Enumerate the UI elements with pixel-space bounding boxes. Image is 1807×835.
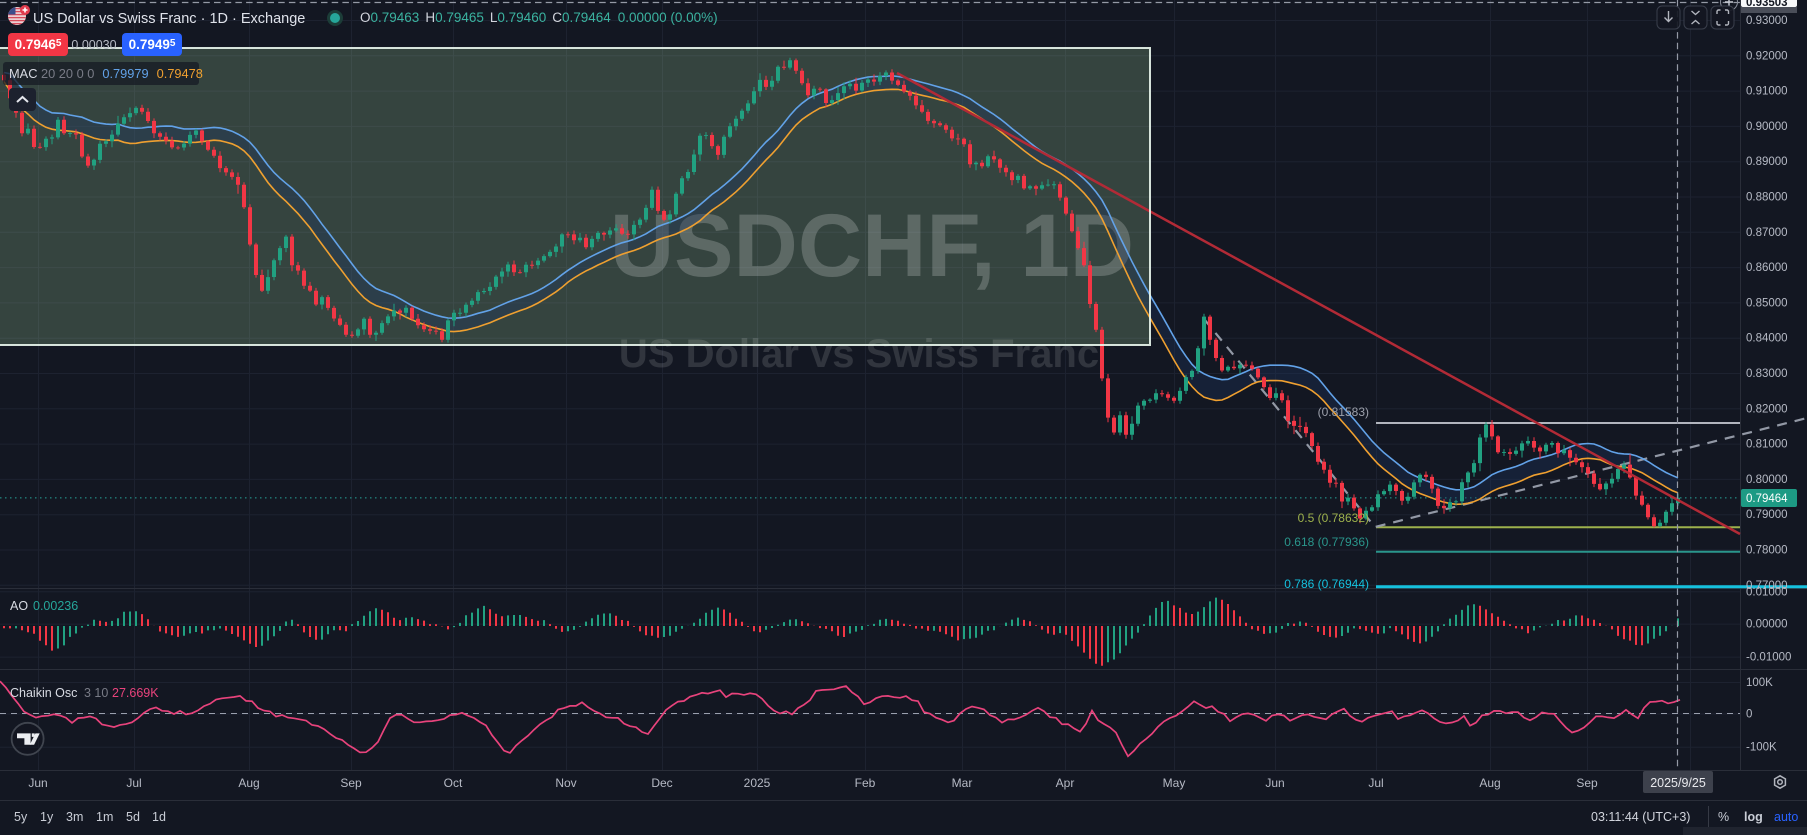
svg-text:0.00236: 0.00236	[33, 599, 78, 613]
svg-text:Oct: Oct	[444, 776, 463, 790]
svg-text:Nov: Nov	[555, 776, 576, 790]
svg-text:%: %	[1718, 810, 1729, 824]
svg-text:US Dollar vs Swiss Franc: US Dollar vs Swiss Franc	[619, 332, 1099, 376]
svg-text:0.01000: 0.01000	[1746, 586, 1788, 598]
svg-text:0: 0	[1746, 709, 1752, 721]
svg-text:Jul: Jul	[1368, 776, 1383, 790]
svg-text:0.79464: 0.79464	[1746, 493, 1788, 505]
svg-text:-100K: -100K	[1746, 742, 1777, 754]
svg-text:0.00000: 0.00000	[1746, 619, 1788, 631]
svg-text:0.91000: 0.91000	[1746, 86, 1788, 98]
svg-text:0.79495: 0.79495	[129, 37, 176, 52]
svg-text:0.79000: 0.79000	[1746, 509, 1788, 521]
svg-text:1d: 1d	[152, 810, 166, 824]
svg-text:Jun: Jun	[1265, 776, 1284, 790]
svg-text:0.81000: 0.81000	[1746, 439, 1788, 451]
svg-text:Apr: Apr	[1056, 776, 1075, 790]
svg-text:0.78000: 0.78000	[1746, 545, 1788, 557]
svg-text:0.85000: 0.85000	[1746, 297, 1788, 309]
svg-text:Sep: Sep	[1576, 776, 1598, 790]
svg-text:0.87000: 0.87000	[1746, 227, 1788, 239]
svg-text:Chaikin Osc: Chaikin Osc	[10, 686, 77, 700]
svg-text:0.88000: 0.88000	[1746, 192, 1788, 204]
svg-text:-0.01000: -0.01000	[1746, 652, 1791, 664]
svg-text:0.618 (0.77936): 0.618 (0.77936)	[1284, 535, 1369, 549]
svg-text:AO: AO	[10, 599, 28, 613]
svg-text:US Dollar vs Swiss Franc · 1D: US Dollar vs Swiss Franc · 1D · Exchange	[33, 11, 305, 27]
svg-text:Dec: Dec	[651, 776, 672, 790]
svg-text:3 10: 3 10	[84, 686, 108, 700]
svg-text:Mar: Mar	[952, 776, 973, 790]
svg-text:0.93503: 0.93503	[1746, 0, 1788, 9]
svg-text:USDCHF, 1D: USDCHF, 1D	[610, 195, 1134, 295]
svg-text:0.92000: 0.92000	[1746, 50, 1788, 62]
svg-text:Sep: Sep	[340, 776, 362, 790]
svg-text:0.84000: 0.84000	[1746, 333, 1788, 345]
svg-text:0.83000: 0.83000	[1746, 368, 1788, 380]
svg-text:(0.81583): (0.81583)	[1318, 405, 1369, 419]
svg-text:May: May	[1163, 776, 1186, 790]
svg-text:0.82000: 0.82000	[1746, 403, 1788, 415]
svg-text:0.00030: 0.00030	[71, 38, 116, 52]
svg-text:03:11:44 (UTC+3): 03:11:44 (UTC+3)	[1591, 810, 1690, 824]
svg-text:0.79465: 0.79465	[15, 37, 62, 52]
svg-text:Jul: Jul	[126, 776, 141, 790]
svg-text:Aug: Aug	[238, 776, 259, 790]
svg-text:1y: 1y	[40, 810, 54, 824]
svg-text:log: log	[1744, 810, 1763, 824]
svg-text:Feb: Feb	[855, 776, 876, 790]
svg-text:auto: auto	[1774, 810, 1798, 824]
svg-text:0.786 (0.76944): 0.786 (0.76944)	[1284, 577, 1369, 591]
svg-text:Jun: Jun	[28, 776, 47, 790]
svg-text:1m: 1m	[96, 810, 113, 824]
svg-text:0.77000: 0.77000	[1746, 580, 1788, 592]
svg-text:3m: 3m	[66, 810, 83, 824]
svg-text:27.669K: 27.669K	[112, 686, 159, 700]
svg-text:0.80000: 0.80000	[1746, 474, 1788, 486]
svg-text:5d: 5d	[126, 810, 140, 824]
svg-text:0.93000: 0.93000	[1746, 15, 1788, 27]
svg-text:0.90000: 0.90000	[1746, 121, 1788, 133]
svg-text:0.5 (0.78632): 0.5 (0.78632)	[1298, 511, 1369, 525]
svg-text:Aug: Aug	[1479, 776, 1500, 790]
svg-text:100K: 100K	[1746, 677, 1773, 689]
svg-text:0.86000: 0.86000	[1746, 262, 1788, 274]
svg-text:2025/9/25: 2025/9/25	[1650, 776, 1706, 790]
svg-text:5y: 5y	[14, 810, 28, 824]
svg-text:0.89000: 0.89000	[1746, 156, 1788, 168]
svg-text:2025: 2025	[744, 776, 771, 790]
